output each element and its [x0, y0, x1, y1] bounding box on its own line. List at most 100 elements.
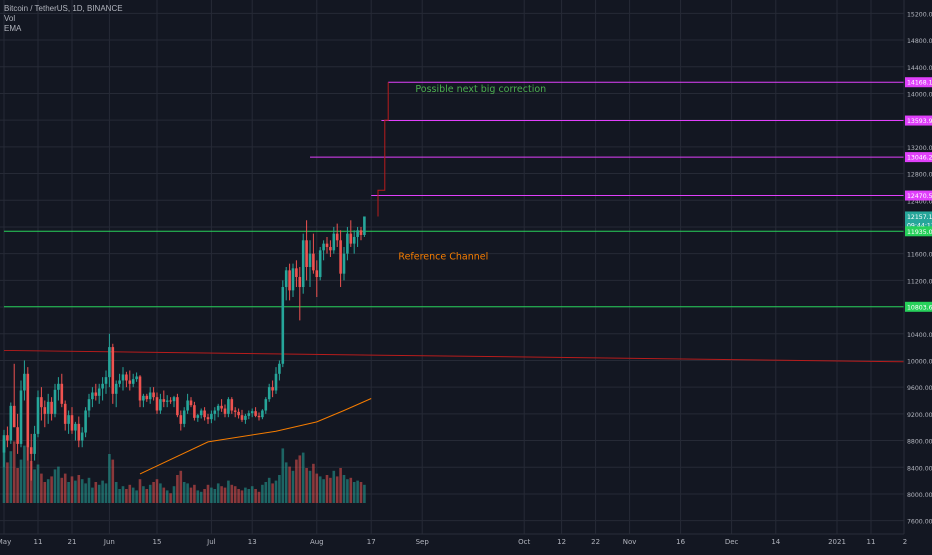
volume-bar [267, 477, 271, 503]
time-tick-label: 2 [903, 538, 907, 546]
candle-body [111, 347, 115, 394]
volume-bar [233, 486, 237, 503]
volume-bar [182, 482, 186, 503]
volume-bar [9, 451, 13, 503]
annotation-text[interactable]: Possible next big correction [415, 84, 546, 95]
candle-body [70, 415, 74, 431]
volume-bar [257, 491, 261, 503]
candle-body [172, 397, 176, 402]
volume-bar [67, 482, 70, 503]
price-tick-label: 14400.00 [907, 65, 932, 72]
volume-bar [169, 493, 172, 503]
projection-path[interactable] [377, 82, 389, 217]
volume-bar [206, 484, 210, 503]
candle-body [216, 405, 220, 411]
candle-body [128, 380, 132, 384]
volume-bar [342, 475, 346, 503]
indicator-vol-label[interactable]: Vol [4, 14, 16, 23]
horizontal-levels[interactable] [4, 81, 904, 308]
time-tick-label: 15 [153, 538, 162, 546]
volume-bar [305, 468, 308, 503]
volume-bar [152, 482, 155, 503]
candle-body [50, 401, 53, 414]
candle-body [247, 413, 251, 416]
candle-body [196, 415, 200, 418]
time-tick-label: 11 [867, 538, 876, 546]
volume-bar [346, 479, 349, 503]
candle-body [244, 415, 247, 420]
volume-bar [261, 484, 264, 503]
volume-bar [179, 470, 183, 503]
candle-body [227, 399, 230, 414]
volume-bar [250, 486, 254, 503]
annotations[interactable]: Possible next big correction Reference Ch… [398, 84, 546, 263]
price-tick-label: 8000.00 [907, 492, 932, 499]
price-tag-label: 10803.65 [907, 304, 932, 311]
volume-bar [329, 477, 332, 503]
volume-bar [145, 489, 149, 503]
volume-bar [57, 466, 60, 503]
annotation-text[interactable]: Reference Channel [398, 252, 488, 263]
chart-legend: Bitcoin / TetherUS, 1D, BINANCE Vol EMA [4, 4, 123, 34]
time-tick-label: 11 [34, 538, 43, 546]
symbol-title[interactable]: Bitcoin / TetherUS, 1D, BINANCE [4, 4, 123, 13]
price-tag-box [905, 211, 932, 222]
volume-bar [288, 466, 291, 503]
volume-bar [312, 463, 315, 503]
candle-body [60, 383, 64, 404]
trend-line-segment[interactable] [3, 349, 905, 363]
candle-body [220, 405, 223, 409]
volume-bar [60, 477, 64, 503]
price-tag-label: 12470.53 [907, 193, 932, 200]
volume-bar [84, 483, 87, 503]
candle-body [295, 268, 298, 278]
candle-body [359, 230, 363, 235]
price-tick-label: 14800.00 [907, 38, 932, 45]
price-tag-box [905, 226, 932, 237]
price-tick-label: 12400.00 [907, 198, 932, 205]
volume-bar [210, 487, 213, 503]
time-tick-label: 13 [248, 538, 257, 546]
price-tick-label: 10000.00 [907, 358, 932, 365]
candle-body [233, 410, 237, 412]
volume-bar [12, 441, 16, 503]
candle-body [108, 347, 111, 378]
price-tag-box [905, 219, 932, 230]
time-axis-background [0, 534, 932, 550]
candle-body [46, 401, 50, 414]
price-tick-label: 14000.00 [907, 91, 932, 98]
candle-body [94, 392, 98, 396]
volume-bar [97, 484, 101, 503]
candle-body [131, 379, 135, 384]
volume-bar [125, 489, 128, 503]
trend-line[interactable] [3, 349, 905, 363]
price-tick-label: 8800.00 [907, 439, 932, 446]
candle-body [135, 376, 138, 380]
projection-line[interactable] [377, 82, 389, 217]
candle-body [318, 250, 322, 278]
volume-bar [63, 473, 67, 503]
volume-bar [244, 487, 247, 503]
candle-body [186, 400, 189, 411]
candle-body [67, 415, 70, 424]
candle-body [148, 392, 152, 400]
candle-body [284, 270, 288, 288]
price-tick-label: 13200.00 [907, 145, 932, 152]
volume-bars [2, 438, 366, 503]
candle-body [315, 270, 319, 278]
candle-body [264, 399, 268, 411]
candle-body [332, 233, 336, 251]
volume-bar [33, 469, 36, 503]
candle-body [335, 233, 339, 241]
volume-bar [108, 454, 111, 503]
indicator-ema-label[interactable]: EMA [4, 24, 22, 33]
volume-bar [291, 470, 295, 503]
time-axis[interactable]: May 11 21 Jun 15 Jul 13 Aug 17 Sep Oct 12 22 Nov 16 Dec… [0, 538, 907, 546]
volume-bar [159, 483, 162, 503]
candle-body [101, 383, 104, 389]
price-tag-box [905, 77, 932, 88]
candle-body [19, 390, 23, 444]
volume-bar [196, 490, 200, 503]
